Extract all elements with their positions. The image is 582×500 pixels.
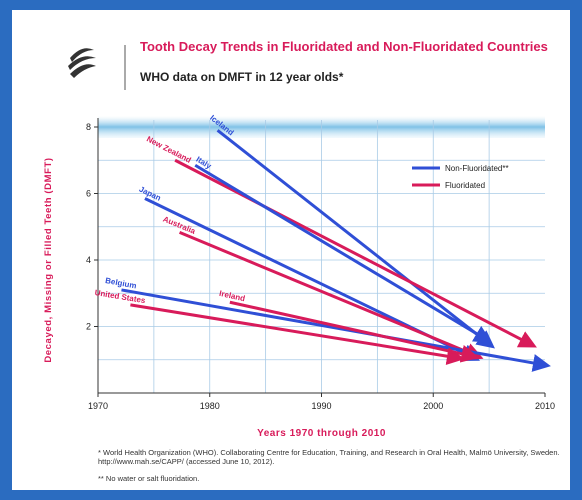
y-axis-label: Decayed, Missing or Filled Teeth (DMFT): [43, 157, 54, 362]
arrow-line: [229, 300, 480, 363]
arrow-line: [174, 158, 537, 348]
x-tick-label: 1970: [88, 401, 108, 411]
y-tick-label: 2: [86, 322, 91, 332]
logo: [68, 48, 96, 78]
arrow-line: [121, 288, 551, 372]
footnote: * World Health Organization (WHO). Colla…: [98, 448, 560, 466]
legend-label: Fluoridated: [445, 181, 485, 190]
y-tick-label: 8: [86, 122, 91, 132]
arrow-line: [130, 303, 465, 366]
y-tick-label: 4: [86, 255, 91, 265]
x-tick-label: 1980: [200, 401, 220, 411]
footnote: ** No water or salt fluoridation.: [98, 474, 200, 483]
y-tick-label: 6: [86, 189, 91, 199]
line-label: United States: [94, 288, 146, 305]
chart-title: Tooth Decay Trends in Fluoridated and No…: [140, 39, 548, 54]
arrow-line: [179, 231, 484, 361]
x-axis-label: Years 1970 through 2010: [257, 428, 386, 439]
chart-subtitle: WHO data on DMFT in 12 year olds*: [140, 70, 344, 84]
x-tick-label: 1990: [311, 401, 331, 411]
line-label: Ireland: [218, 289, 246, 304]
line-label: Italy: [195, 155, 214, 171]
x-tick-label: 2000: [423, 401, 443, 411]
x-tick-label: 2010: [535, 401, 555, 411]
panel: [12, 10, 570, 490]
legend-label: Non-Fluoridated**: [445, 164, 509, 173]
arrow-line: [194, 163, 493, 343]
arrow-line: [216, 129, 495, 349]
line-label: Belgium: [105, 276, 138, 290]
